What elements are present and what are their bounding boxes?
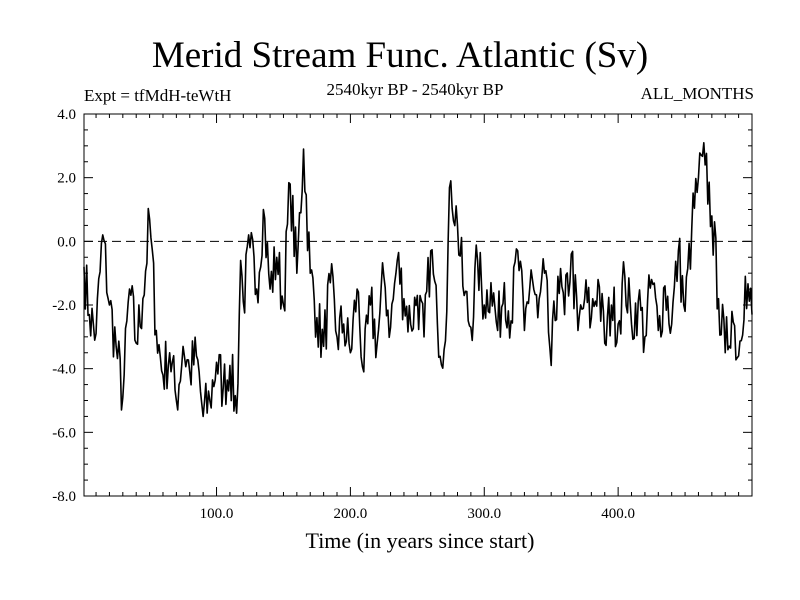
y-tick-label: -2.0	[52, 298, 76, 314]
x-tick-label: 100.0	[200, 506, 234, 522]
x-tick-label: 400.0	[601, 506, 635, 522]
y-tick-label: 2.0	[57, 171, 76, 187]
series-line-0	[83, 142, 753, 418]
y-tick-label: 4.0	[57, 107, 76, 123]
y-tick-label: -6.0	[52, 425, 76, 441]
months-label: ALL_MONTHS	[640, 84, 754, 103]
axis-layer: 100.0 200.0 300.0 400.0 4.0 2.0 0.0 -2.0 -4.0 -6.…	[52, 107, 752, 522]
y-tick-label: 0.0	[57, 234, 76, 250]
plot-layer	[83, 142, 753, 418]
chart-title: Merid Stream Func. Atlantic (Sv)	[151, 35, 649, 76]
y-tick-label: -8.0	[52, 489, 76, 505]
y-tick-label: -4.0	[52, 362, 76, 378]
x-tick-label: 200.0	[334, 506, 368, 522]
experiment-label: Expt = tfMdH-teWtH	[84, 86, 232, 105]
x-tick-label: 300.0	[467, 506, 501, 522]
time-range-label: 2540kyr BP - 2540kyr BP	[326, 80, 504, 99]
x-axis-label: Time (in years since start)	[305, 528, 535, 553]
